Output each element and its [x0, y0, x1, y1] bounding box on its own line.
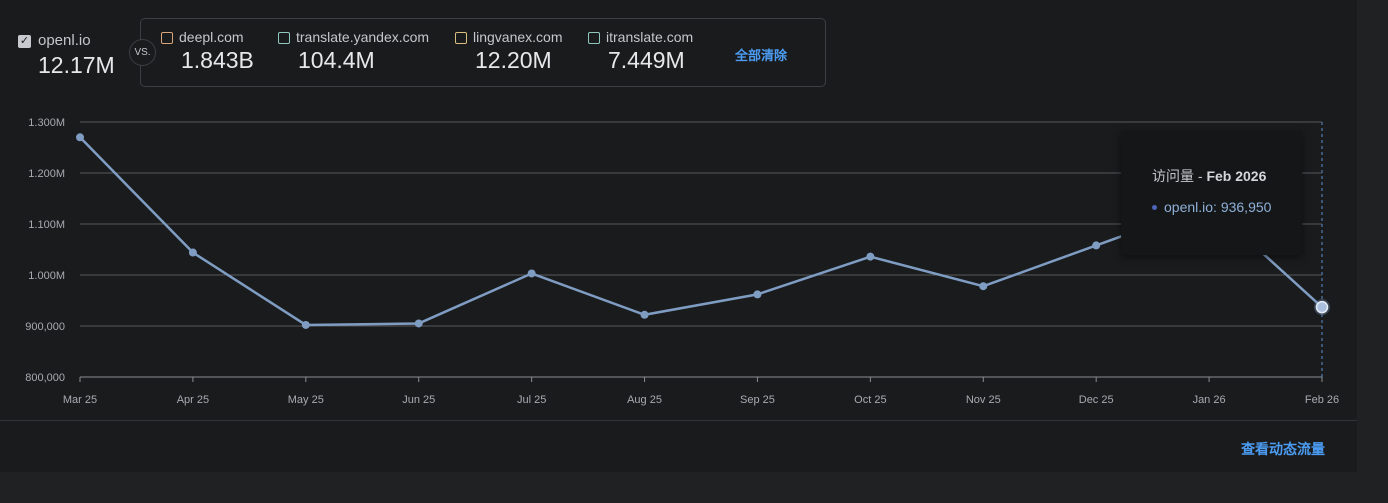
vs-badge: VS. — [129, 39, 156, 66]
x-tick-label: May 25 — [288, 394, 324, 406]
y-axis-ticks: 800,000 900,000 1.000M 1.100M 1.200M 1.300M — [25, 117, 65, 384]
traffic-line-chart: 800,000 900,000 1.000M 1.100M 1.200M 1.300M M… — [25, 117, 1339, 406]
x-tick-label: Nov 25 — [966, 394, 1001, 406]
competitor-name: lingvanex.com — [473, 29, 563, 45]
x-tick-label: Sep 25 — [740, 394, 775, 406]
data-point[interactable] — [979, 282, 988, 291]
competitor-checkbox[interactable] — [588, 32, 600, 44]
y-tick-label: 1.000M — [28, 270, 65, 282]
x-tick-label: Jan 26 — [1193, 394, 1226, 406]
y-tick-label: 1.200M — [28, 168, 65, 180]
data-point[interactable] — [76, 133, 84, 142]
x-tick-label: Aug 25 — [627, 394, 662, 406]
data-point[interactable] — [640, 310, 649, 319]
panel-divider — [0, 420, 1357, 421]
data-point[interactable] — [866, 252, 875, 261]
view-dynamic-traffic-link[interactable]: 查看动态流量 — [1241, 441, 1325, 457]
series-line-openl — [79, 136, 1323, 327]
tooltip-series-value: 936,950 — [1220, 199, 1272, 215]
data-point[interactable] — [1092, 241, 1101, 250]
x-tick-label: Mar 25 — [63, 394, 97, 406]
competitors-box: deepl.com 1.843B translate.yandex.com 10… — [140, 18, 826, 87]
competitor-value: 7.449M — [608, 47, 685, 73]
competitor-value: 12.20M — [475, 47, 552, 73]
primary-site-name: openl.io — [38, 32, 91, 49]
x-tick-label: Feb 26 — [1305, 394, 1339, 406]
competitor-checkbox[interactable] — [278, 32, 290, 44]
primary-site-value: 12.17M — [38, 52, 115, 78]
grid-lines — [80, 121, 1322, 378]
tooltip-series-label: openl.io: — [1164, 199, 1217, 215]
clear-all-button[interactable]: 全部清除 — [735, 48, 788, 63]
tooltip-series-dot — [1152, 205, 1157, 210]
data-point[interactable] — [414, 319, 423, 328]
competitor-value: 104.4M — [298, 47, 375, 73]
competitor-value: 1.843B — [181, 47, 254, 73]
y-tick-label: 1.100M — [28, 219, 65, 231]
tooltip-title-month: Feb 2026 — [1206, 168, 1267, 184]
x-tick-label: Dec 25 — [1079, 394, 1114, 406]
competitor-name: deepl.com — [179, 29, 244, 45]
x-axis-ticks: Mar 25 Apr 25 May 25 Jun 25 Jul 25 Aug 25 Sep … — [63, 377, 1339, 406]
x-tick-label: Jul 25 — [517, 394, 546, 406]
competitor-name: itranslate.com — [606, 29, 694, 45]
tooltip-title: 访问量 - Feb 2026 — [1152, 166, 1266, 186]
y-tick-label: 1.300M — [28, 117, 65, 129]
y-tick-label: 900,000 — [25, 321, 65, 333]
tooltip-title-prefix: 访问量 - — [1152, 168, 1207, 184]
competitor-checkbox[interactable] — [161, 32, 173, 44]
primary-checkbox[interactable]: ✓ — [18, 35, 31, 48]
chart-tooltip: 访问量 - Feb 2026 openl.io: 936,950 — [1121, 131, 1302, 255]
data-point[interactable] — [301, 320, 310, 329]
x-tick-label: Oct 25 — [854, 394, 886, 406]
y-tick-label: 800,000 — [25, 372, 65, 384]
data-point[interactable] — [753, 290, 762, 299]
data-point-highlighted[interactable] — [1315, 300, 1329, 314]
competitor-name: translate.yandex.com — [296, 29, 430, 45]
x-tick-label: Jun 25 — [402, 394, 435, 406]
x-tick-label: Apr 25 — [177, 394, 209, 406]
data-point[interactable] — [188, 248, 197, 257]
competitor-checkbox[interactable] — [455, 32, 467, 44]
tooltip-series-line: openl.io: 936,950 — [1164, 199, 1271, 215]
data-point[interactable] — [527, 269, 536, 278]
